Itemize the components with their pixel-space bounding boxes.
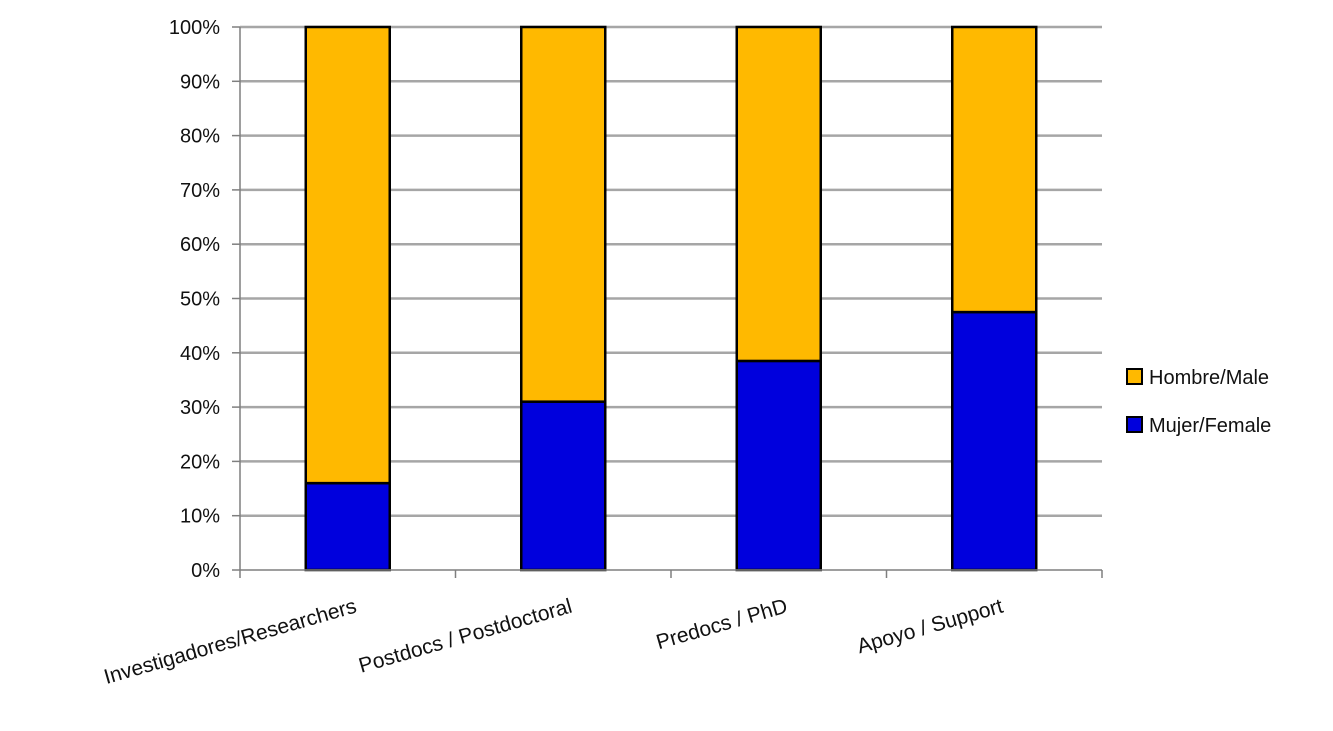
legend-swatch — [1126, 368, 1143, 385]
bar-segment — [520, 25, 607, 403]
y-tick-label: 80% — [180, 126, 220, 148]
y-tick-label: 20% — [180, 451, 220, 473]
bar-segment — [304, 481, 391, 572]
bar-segment — [951, 25, 1038, 314]
y-tick-label: 70% — [180, 180, 220, 202]
bar-segment — [735, 359, 822, 572]
x-tick-label: Postdocs / Postdoctoral — [356, 595, 574, 678]
y-tick-label: 60% — [180, 234, 220, 256]
bar-segment — [304, 25, 391, 485]
bar-segment — [951, 310, 1038, 572]
y-tick-label: 100% — [169, 17, 220, 39]
x-tick-label: Apoyo / Support — [855, 595, 1006, 659]
legend-label: Hombre/Male — [1149, 367, 1269, 389]
legend-swatch — [1126, 416, 1143, 433]
x-tick-label: Predocs / PhD — [654, 595, 791, 654]
bar-segment — [735, 25, 822, 363]
bar-segment — [520, 400, 607, 572]
y-tick-labels: 0% 10% 20% 30% 40% 50% 60% 70% 80% 90% 100% — [169, 17, 220, 582]
y-tick-label: 40% — [180, 343, 220, 365]
y-tick-label: 10% — [180, 506, 220, 528]
y-tick-label: 50% — [180, 289, 220, 311]
y-tick-label: 0% — [191, 560, 220, 582]
x-tick-label: Investigadores/Researchers — [101, 595, 359, 689]
y-tick-label: 90% — [180, 71, 220, 93]
legend-label: Mujer/Female — [1149, 415, 1271, 437]
legend: Hombre/Male Mujer/Female — [1126, 367, 1271, 437]
y-tick-label: 30% — [180, 397, 220, 419]
axes — [232, 26, 1103, 578]
